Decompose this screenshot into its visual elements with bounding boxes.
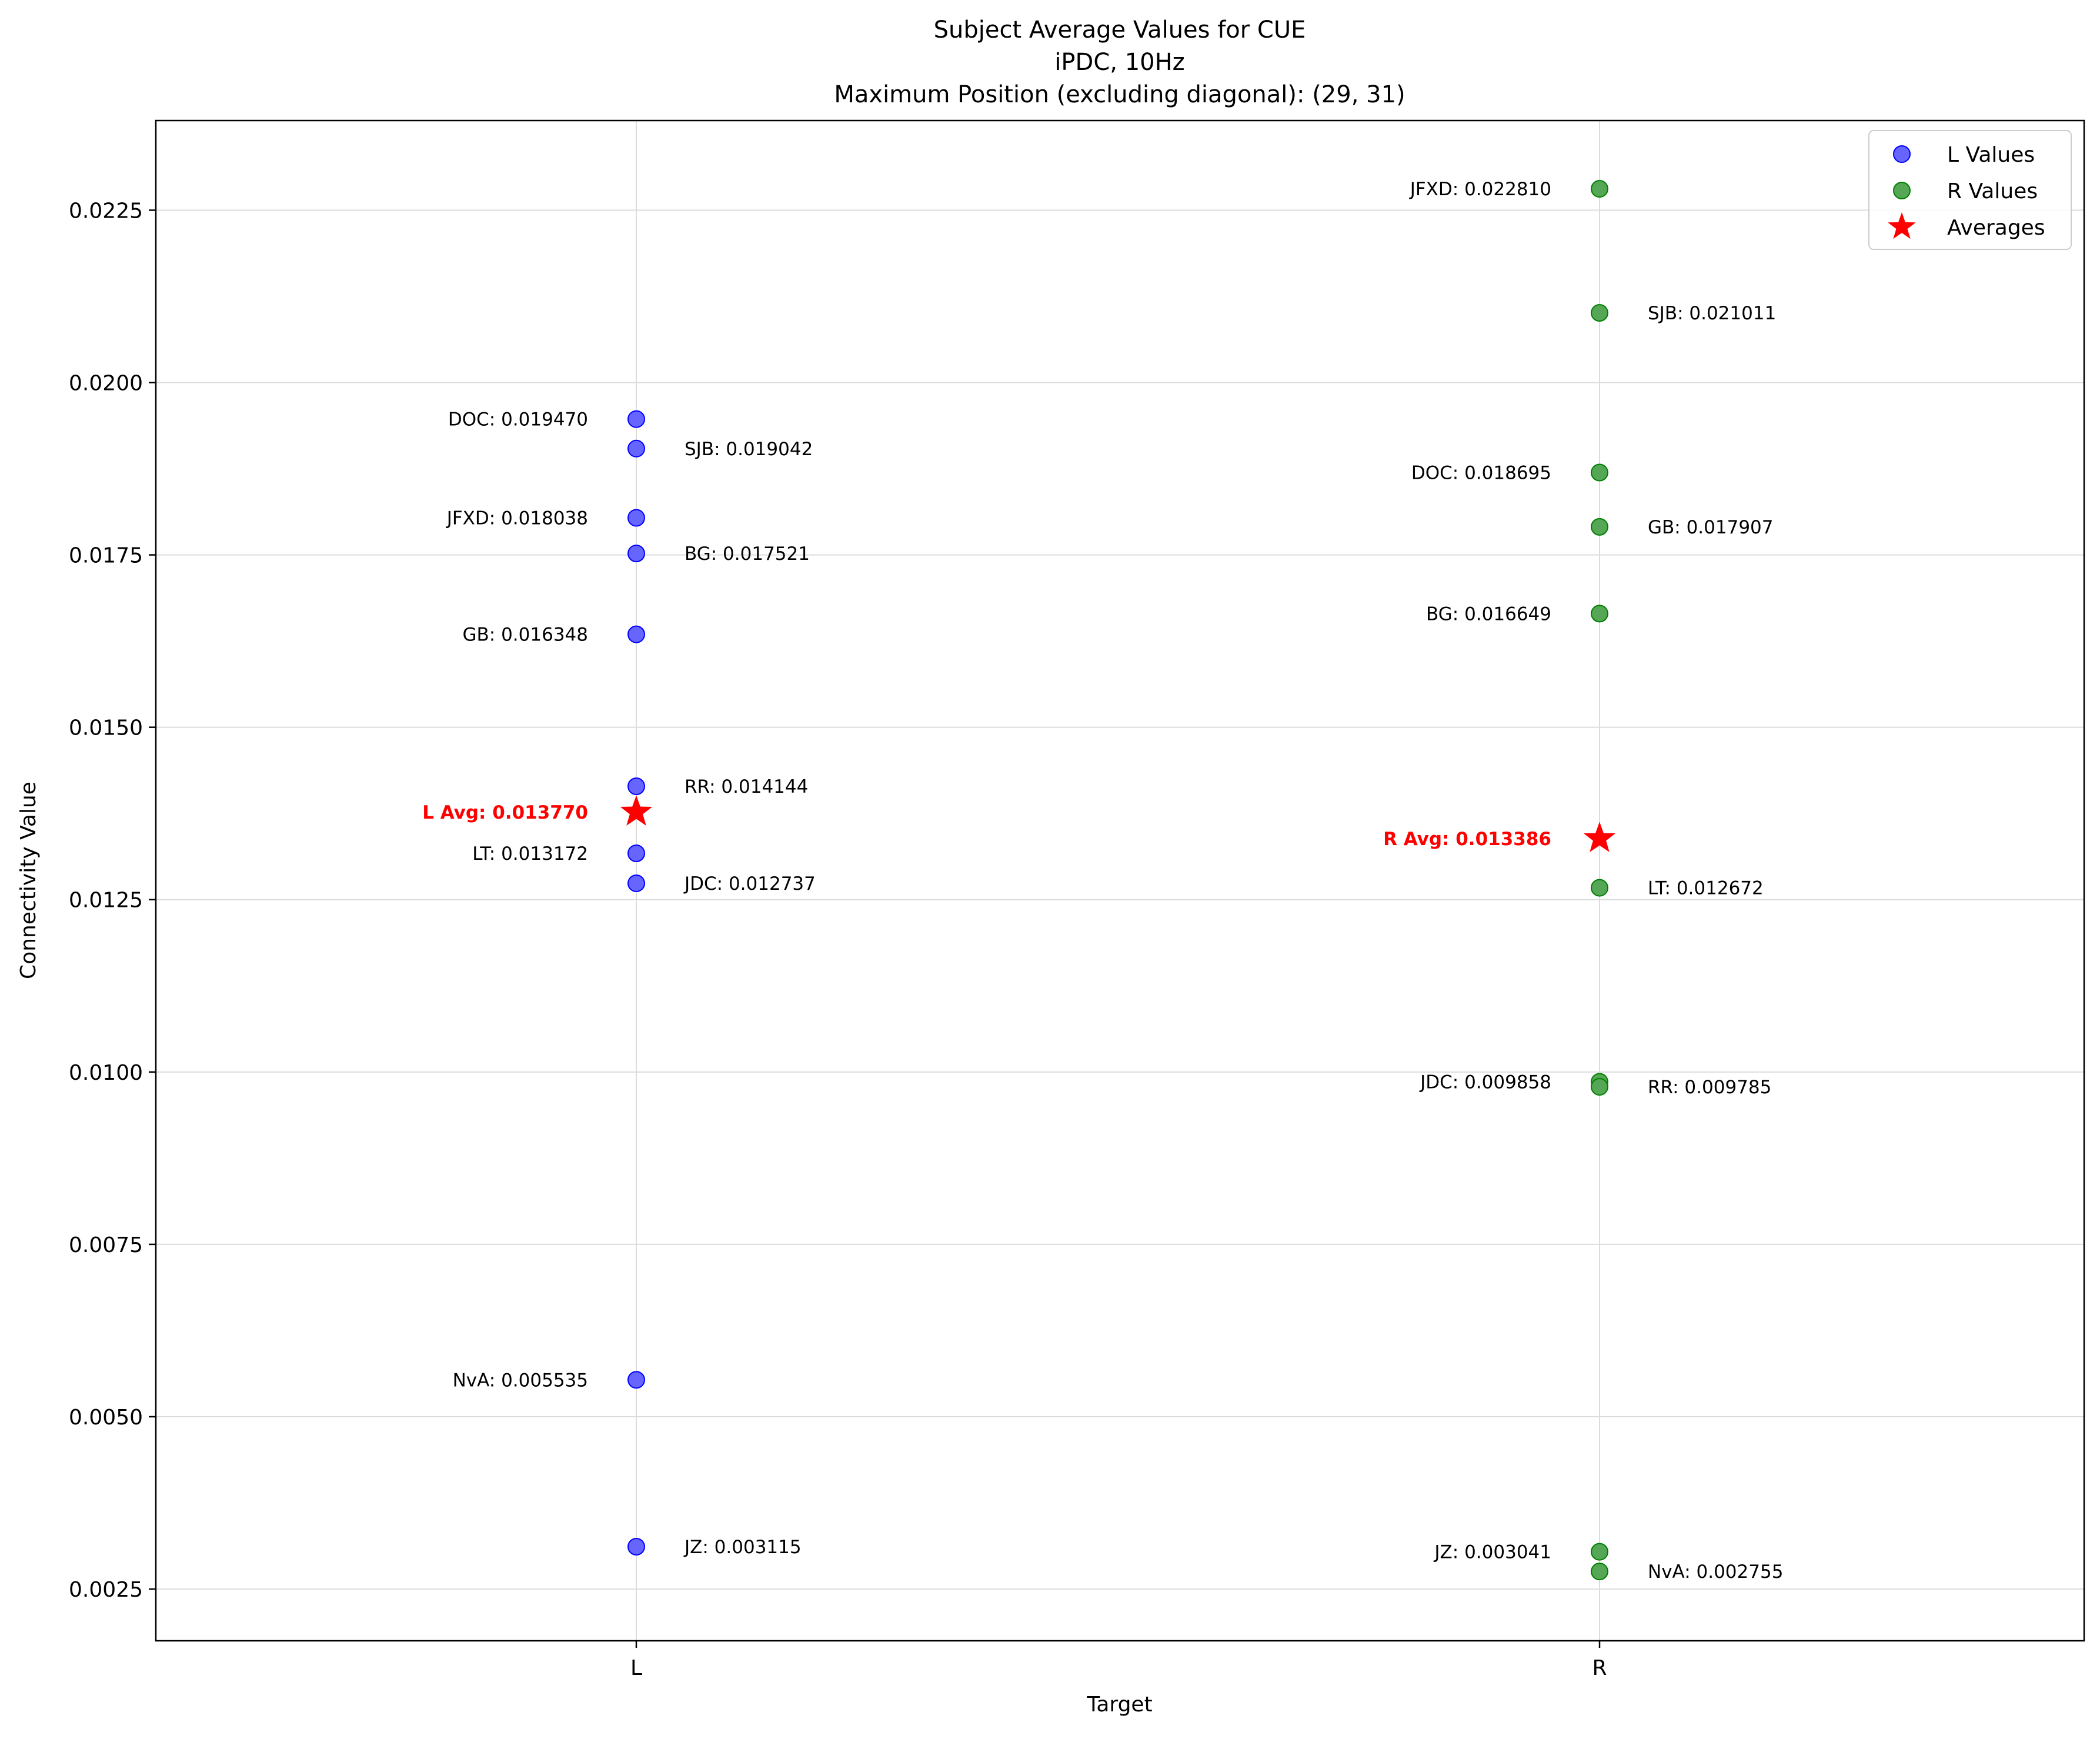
point-R-sjb [1591,303,1608,322]
label-L-gb: GB: 0.016348 [462,625,588,646]
legend: L Values R Values Averages [1868,130,2072,250]
avg-star-L [620,795,653,826]
y-tick-label: 0.0100 [69,1061,143,1085]
legend-label-2: Averages [1947,216,2045,240]
chart-title: Subject Average Values for CUE [934,16,1306,44]
label-R-doc: DOC: 0.018695 [1411,462,1551,483]
y-tick-label: 0.0225 [69,199,143,223]
avg-label-L: L Avg: 0.013770 [422,802,588,823]
label-L-rr: RR: 0.014144 [685,776,808,797]
label-L-nva: NvA: 0.005535 [453,1370,588,1391]
point-R-lt [1591,879,1608,897]
point-R-jz [1591,1543,1608,1561]
point-L-jdc [627,874,645,892]
point-L-jfxd [627,509,645,527]
label-L-jz: JZ: 0.003115 [683,1537,802,1558]
point-R-gb [1591,518,1608,536]
legend-box [1868,130,2072,250]
point-L-doc [627,410,645,428]
point-L-jz [627,1537,645,1556]
point-L-lt [627,844,645,862]
x-tick-label-R: R [1592,1656,1607,1680]
legend-marker-r-values [1893,182,1911,199]
y-tick-label: 0.0175 [69,544,143,568]
legend-marker-averages [1888,212,1916,239]
x-tick-label-L: L [630,1656,642,1680]
data-labels: DOC: 0.019470 SJB: 0.019042 JFXD: 0.018038… [422,179,1783,1583]
y-axis-label: Connectivity Value [16,782,41,979]
point-R-rr [1591,1078,1608,1096]
point-L-sjb [627,439,645,458]
label-L-jfxd: JFXD: 0.018038 [446,508,588,529]
point-L-nva [627,1371,645,1389]
point-R-bg [1591,605,1608,623]
label-L-bg: BG: 0.017521 [685,543,810,565]
point-L-bg [627,545,645,563]
legend-marker-l-values [1893,145,1911,163]
legend-label-0: L Values [1947,143,2035,167]
y-tick-label: 0.0150 [69,716,143,740]
x-axis-label: Target [1086,1693,1152,1717]
point-R-nva [1591,1563,1608,1581]
label-R-nva: NvA: 0.002755 [1648,1561,1783,1583]
y-tick-label: 0.0025 [69,1578,143,1602]
legend-label-1: R Values [1947,179,2038,203]
avg-label-R: R Avg: 0.013386 [1383,829,1551,850]
data-points [620,180,1616,1581]
label-R-jdc: JDC: 0.009858 [1419,1072,1551,1093]
label-R-jfxd: JFXD: 0.022810 [1409,179,1551,200]
label-R-sjb: SJB: 0.021011 [1648,303,1776,324]
label-L-jdc: JDC: 0.012737 [683,873,816,894]
label-R-rr: RR: 0.009785 [1648,1077,1771,1098]
chart-subtitle-line-1: iPDC, 10Hz [1054,49,1184,76]
point-L-gb [627,625,645,643]
axes: 0.0025 0.0050 0.0075 0.0100 0.0125 0.0150 0.01… [69,199,1607,1680]
label-L-lt: LT: 0.013172 [472,843,588,865]
label-L-doc: DOC: 0.019470 [448,409,588,430]
y-tick-label: 0.0125 [69,889,143,913]
y-tick-label: 0.0075 [69,1233,143,1257]
plot-area-frame [155,119,2085,1642]
chart-subtitle-line-2: Maximum Position (excluding diagonal): (… [834,81,1405,108]
label-R-lt: LT: 0.012672 [1648,878,1764,899]
point-R-doc [1591,463,1608,482]
y-tick-label: 0.0050 [69,1406,143,1430]
point-R-jfxd [1591,180,1608,198]
label-R-gb: GB: 0.017907 [1648,517,1774,538]
avg-star-R [1583,822,1616,852]
label-R-jz: JZ: 0.003041 [1433,1542,1551,1563]
label-R-bg: BG: 0.016649 [1426,603,1551,625]
label-L-sjb: SJB: 0.019042 [685,439,813,460]
y-tick-label: 0.0200 [69,371,143,395]
point-L-rr [627,777,645,796]
